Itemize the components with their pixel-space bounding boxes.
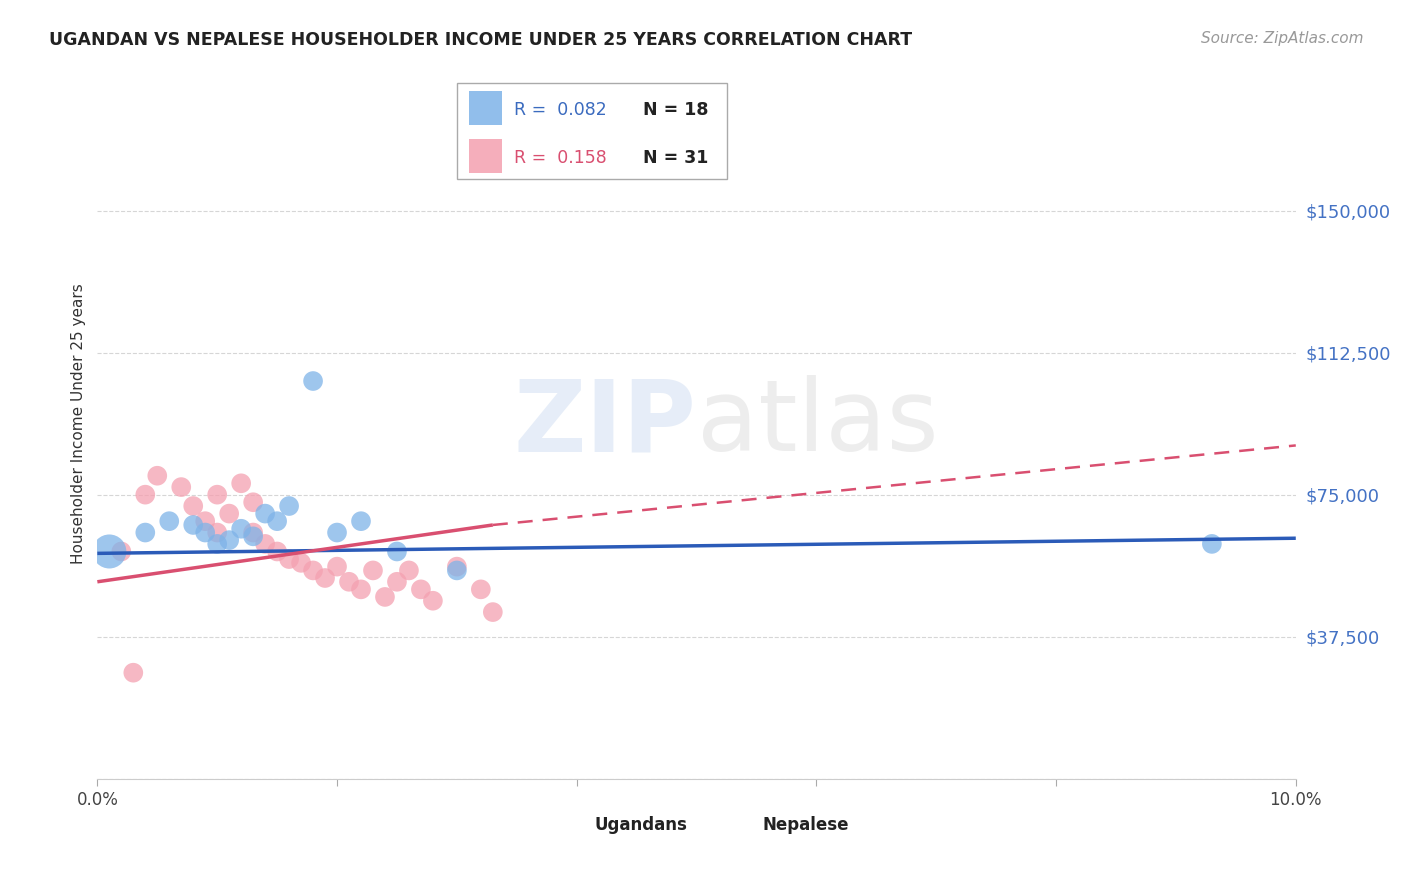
Point — [242, 525, 264, 540]
Point — [302, 563, 325, 577]
Text: atlas: atlas — [696, 376, 938, 472]
Bar — [727, 814, 751, 837]
Point — [350, 514, 373, 528]
Point — [302, 374, 325, 388]
Point — [374, 590, 396, 604]
Point — [110, 544, 132, 558]
Point — [482, 605, 505, 619]
Point — [266, 544, 288, 558]
Point — [231, 476, 253, 491]
Point — [157, 514, 180, 528]
Point — [361, 563, 384, 577]
Point — [266, 514, 288, 528]
Point — [337, 574, 360, 589]
Text: N = 18: N = 18 — [643, 101, 709, 119]
Point — [231, 522, 253, 536]
Bar — [558, 814, 582, 837]
Point — [470, 582, 492, 597]
Text: ZIP: ZIP — [513, 376, 696, 472]
Point — [242, 495, 264, 509]
Point — [1201, 537, 1223, 551]
Point — [181, 518, 204, 533]
Text: R =  0.082: R = 0.082 — [515, 101, 607, 119]
Text: N = 31: N = 31 — [643, 148, 709, 167]
Point — [385, 574, 408, 589]
Point — [422, 593, 444, 607]
Point — [205, 525, 228, 540]
Point — [242, 529, 264, 543]
Point — [254, 537, 277, 551]
Point — [170, 480, 193, 494]
Point — [146, 468, 169, 483]
Text: Source: ZipAtlas.com: Source: ZipAtlas.com — [1201, 31, 1364, 46]
Point — [218, 507, 240, 521]
Point — [314, 571, 336, 585]
Point — [278, 499, 301, 513]
Point — [446, 563, 468, 577]
Point — [205, 488, 228, 502]
Text: Ugandans: Ugandans — [595, 816, 688, 834]
Point — [254, 507, 277, 521]
Point — [446, 559, 468, 574]
Point — [122, 665, 145, 680]
Bar — [468, 139, 502, 173]
Point — [205, 537, 228, 551]
Point — [350, 582, 373, 597]
Point — [98, 544, 121, 558]
Y-axis label: Householder Income Under 25 years: Householder Income Under 25 years — [72, 284, 86, 564]
Point — [290, 556, 312, 570]
Point — [218, 533, 240, 548]
Text: UGANDAN VS NEPALESE HOUSEHOLDER INCOME UNDER 25 YEARS CORRELATION CHART: UGANDAN VS NEPALESE HOUSEHOLDER INCOME U… — [49, 31, 912, 49]
Point — [326, 559, 349, 574]
Text: Nepalese: Nepalese — [762, 816, 849, 834]
Point — [326, 525, 349, 540]
Point — [134, 488, 156, 502]
Bar — [468, 91, 502, 125]
Text: R =  0.158: R = 0.158 — [515, 148, 607, 167]
Point — [278, 552, 301, 566]
Point — [194, 514, 217, 528]
Point — [385, 544, 408, 558]
Point — [134, 525, 156, 540]
Point — [194, 525, 217, 540]
Point — [398, 563, 420, 577]
Point — [181, 499, 204, 513]
Point — [409, 582, 432, 597]
FancyBboxPatch shape — [457, 83, 727, 178]
